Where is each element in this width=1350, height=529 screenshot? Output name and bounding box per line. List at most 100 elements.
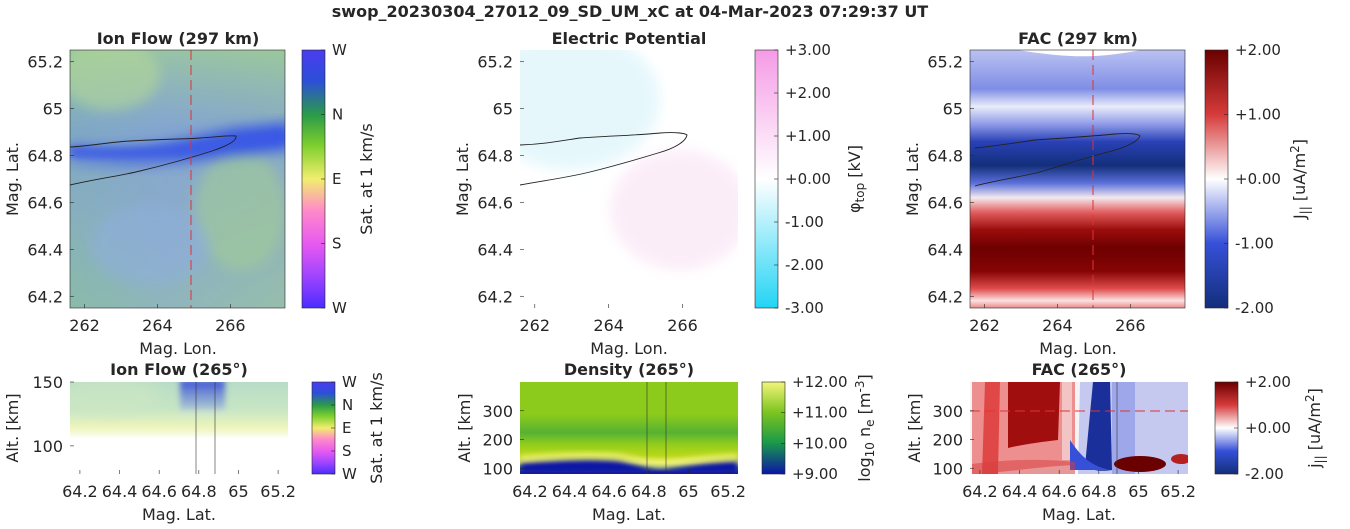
x-tick-label: 65 bbox=[228, 482, 248, 501]
colorbar-tick-label: -1.00 bbox=[785, 213, 824, 231]
ion-flow-top-heatmap bbox=[70, 50, 285, 308]
x-tick-label: 64.6 bbox=[591, 482, 627, 501]
y-tick-label: 64.8 bbox=[27, 147, 63, 166]
y-tick-label: 64.4 bbox=[27, 240, 63, 259]
fac-top-xticks: 262 264 266 bbox=[969, 304, 1146, 335]
x-tick-label: 64.4 bbox=[1002, 482, 1038, 501]
x-tick-label: 264 bbox=[142, 316, 173, 335]
y-tick-label: 300 bbox=[932, 402, 963, 421]
ion-flow-top-axes bbox=[69, 49, 286, 309]
colorbar-tick-label: -2.00 bbox=[1245, 465, 1284, 483]
ion-flow-bottom-colorbar-label: Sat. at 1 km/s bbox=[367, 372, 386, 483]
x-tick-label: 266 bbox=[667, 316, 698, 335]
colorbar-tick-label: -2.00 bbox=[785, 256, 824, 274]
colorbar-tick-label: +2.00 bbox=[1235, 41, 1281, 59]
y-tick-label: 64.6 bbox=[27, 193, 63, 212]
fac-bottom-colorbar-label: j|| [uA/m2] bbox=[1303, 388, 1327, 469]
colorbar-tick-label: +2.00 bbox=[785, 84, 831, 102]
ion-flow-top-panel: Ion Flow (297 km) 64.2 64.4 64.6 64.8 65 65.2… bbox=[3, 29, 376, 358]
potential-top-yticks: 64.2 64.4 64.6 64.8 65 65.2 bbox=[477, 53, 524, 306]
fac-bottom-colorbar-ticks: +2.00 +0.00 -2.00 bbox=[1234, 373, 1291, 483]
colorbar-tick-label: N bbox=[332, 106, 343, 124]
x-tick-label: 64.2 bbox=[62, 482, 98, 501]
colorbar-tick-label: -3.00 bbox=[785, 299, 824, 317]
potential-top-xlabel: Mag. Lon. bbox=[590, 339, 668, 358]
fac-bottom-xticks: 64.2 64.4 64.6 64.8 65 65.2 bbox=[962, 470, 1196, 501]
x-tick-label: 64.6 bbox=[1041, 482, 1077, 501]
y-tick-label: 64.4 bbox=[927, 240, 963, 259]
fac-top-axes bbox=[969, 49, 1186, 309]
x-tick-label: 64.2 bbox=[962, 482, 998, 501]
fac-bottom-yticks: 100 200 300 bbox=[932, 402, 974, 478]
x-tick-label: 262 bbox=[969, 316, 1000, 335]
x-tick-label: 266 bbox=[215, 316, 246, 335]
x-tick-label: 264 bbox=[593, 316, 624, 335]
y-tick-label: 64.6 bbox=[927, 193, 963, 212]
x-tick-label: 64.2 bbox=[512, 482, 548, 501]
ion-flow-top-xticks: 262 264 266 bbox=[69, 304, 246, 335]
x-tick-label: 262 bbox=[69, 316, 100, 335]
colorbar-tick-label: +0.00 bbox=[785, 170, 831, 188]
ion-flow-top-ylabel: Mag. Lat. bbox=[3, 142, 22, 216]
ion-flow-bottom-title: Ion Flow (265°) bbox=[110, 360, 248, 379]
y-tick-label: 100 bbox=[932, 459, 963, 478]
y-tick-label: 64.6 bbox=[477, 193, 513, 212]
colorbar-tick-label: +0.00 bbox=[1235, 170, 1281, 188]
potential-top-panel: Electric Potential 64.2 64.4 64.6 64.8 65 65.… bbox=[453, 29, 867, 358]
colorbar-tick-label: -2.00 bbox=[1235, 299, 1274, 317]
ion-flow-bottom-xlabel: Mag. Lat. bbox=[142, 505, 216, 524]
ion-flow-top-yticks: 64.2 64.4 64.6 64.8 65 65.2 bbox=[27, 53, 74, 306]
x-tick-label: 64.4 bbox=[102, 482, 138, 501]
fac-top-colorbar-label: J|| [uA/m2] bbox=[1288, 139, 1312, 220]
y-tick-label: 64.4 bbox=[477, 240, 513, 259]
fac-top-yticks: 64.2 64.4 64.6 64.8 65 65.2 bbox=[927, 53, 974, 306]
y-tick-label: 64.2 bbox=[27, 287, 63, 306]
colorbar-tick-label: W bbox=[342, 373, 357, 391]
potential-top-heatmap bbox=[520, 50, 738, 308]
x-tick-label: 65.2 bbox=[260, 482, 296, 501]
potential-top-title: Electric Potential bbox=[552, 29, 707, 48]
fac-bottom-ylabel: Alt. [km] bbox=[905, 393, 924, 462]
y-tick-label: 65.2 bbox=[927, 53, 963, 72]
fac-top-colorbar-ticks: +2.00 +1.00 +0.00 -1.00 -2.00 bbox=[1224, 41, 1281, 317]
colorbar-tick-label: +0.00 bbox=[1245, 419, 1291, 437]
potential-top-colorbar-ticks: +3.00 +2.00 +1.00 +0.00 -1.00 -2.00 -3.00 bbox=[774, 41, 831, 317]
fac-bottom-xlabel: Mag. Lat. bbox=[1042, 505, 1116, 524]
y-tick-label: 200 bbox=[482, 431, 513, 450]
density-bottom-colorbar bbox=[761, 381, 786, 475]
y-tick-label: 65 bbox=[943, 100, 963, 119]
density-bottom-xlabel: Mag. Lat. bbox=[592, 505, 666, 524]
fac-top-heatmap bbox=[970, 50, 1185, 308]
x-tick-label: 266 bbox=[1115, 316, 1146, 335]
colorbar-tick-label: S bbox=[332, 235, 342, 253]
density-bottom-ylabel: Alt. [km] bbox=[455, 393, 474, 462]
figure-title: swop_20230304_27012_09_SD_UM_xC at 04-Ma… bbox=[332, 2, 929, 21]
x-tick-label: 262 bbox=[520, 316, 551, 335]
x-tick-label: 65 bbox=[678, 482, 698, 501]
x-tick-label: 64.8 bbox=[1081, 482, 1117, 501]
colorbar-tick-label: +11.00 bbox=[792, 404, 848, 422]
potential-top-ylabel: Mag. Lat. bbox=[453, 142, 472, 216]
fac-bottom-title: FAC (265°) bbox=[1032, 360, 1127, 379]
colorbar-tick-label: W bbox=[332, 41, 347, 59]
density-bottom-yticks: 100 200 300 bbox=[482, 402, 524, 478]
colorbar-tick-label: S bbox=[342, 442, 352, 460]
density-bottom-xticks: 64.2 64.4 64.6 64.8 65 65.2 bbox=[512, 470, 746, 501]
x-tick-label: 65.2 bbox=[710, 482, 746, 501]
colorbar-tick-label: +1.00 bbox=[785, 127, 831, 145]
y-tick-label: 300 bbox=[482, 402, 513, 421]
fac-top-ylabel: Mag. Lat. bbox=[903, 142, 922, 216]
colorbar-tick-label: E bbox=[332, 170, 341, 188]
y-tick-label: 64.2 bbox=[477, 287, 513, 306]
ion-flow-top-contour bbox=[69, 135, 237, 186]
colorbar-tick-label: W bbox=[342, 465, 357, 483]
colorbar-tick-label: +3.00 bbox=[785, 41, 831, 59]
colorbar-tick-label: E bbox=[342, 419, 351, 437]
colorbar-tick-label: +9.00 bbox=[792, 465, 838, 483]
y-tick-label: 150 bbox=[32, 373, 63, 392]
x-tick-label: 65 bbox=[1128, 482, 1148, 501]
